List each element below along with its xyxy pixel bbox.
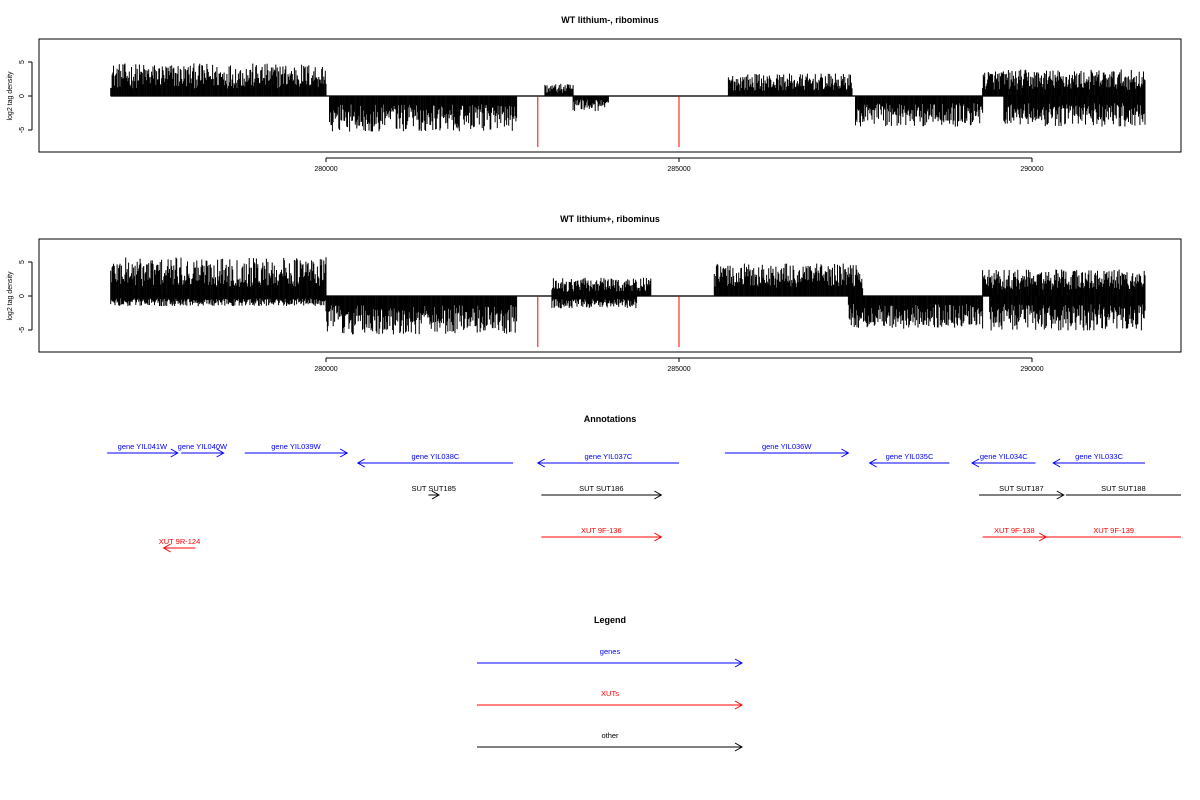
arrow-head (1056, 490, 1065, 500)
legend-entries: genes XUTs other (477, 647, 744, 752)
x-axis: 280000 285000 290000 (314, 157, 1044, 173)
arrow-head (970, 458, 980, 468)
x-axis: 280000 285000 290000 (314, 357, 1044, 373)
y-axis-label: log2 tag density (7, 71, 14, 121)
panel-title: WT lithium-, ribominus (561, 15, 659, 25)
plot-frame (38, 38, 1182, 153)
y-tick-label: 5 (19, 260, 26, 264)
y-axis: 5 0 -5 (19, 260, 33, 333)
annotations-panel: Annotations gene YIL041W gene YIL040W gene… (107, 414, 1181, 553)
legend-label: other (601, 731, 619, 740)
arrow-head (536, 458, 546, 468)
y-tick-label: -5 (19, 127, 26, 133)
legend-arrow-head (734, 700, 744, 710)
feature-label: gene YIL034C (980, 452, 1028, 461)
feature-label: gene YIL037C (584, 452, 632, 461)
x-tick-label: 280000 (314, 366, 337, 373)
track-panel-lithium-minus: WT lithium-, ribominus log2 tag density … (7, 15, 1182, 173)
feature-label: gene YIL041W (118, 442, 168, 451)
y-axis: 5 0 -5 (19, 60, 33, 133)
x-tick-label: 290000 (1020, 366, 1043, 373)
track-panel-lithium-plus: WT lithium+, ribominus log2 tag density … (7, 214, 1182, 373)
y-tick-label: 5 (19, 60, 26, 64)
panel-title: WT lithium+, ribominus (560, 214, 660, 224)
legend-title: Legend (594, 615, 626, 625)
feature-label: gene YIL033C (1075, 452, 1123, 461)
y-axis-label: log2 tag density (7, 271, 14, 321)
feature-label: gene YIL040W (178, 442, 228, 451)
y-tick-label: -5 (19, 327, 26, 333)
arrow-head (431, 490, 440, 500)
feature-label: gene YIL038C (411, 452, 459, 461)
feature-label: gene YIL039W (271, 442, 321, 451)
x-tick-label: 290000 (1020, 166, 1043, 173)
arrow-head (216, 448, 225, 458)
arrow-head (654, 532, 663, 542)
x-tick-label: 285000 (667, 366, 690, 373)
feature-label: XUT 9R-124 (159, 537, 201, 546)
feature-label: gene YIL036W (762, 442, 812, 451)
arrow-head (339, 448, 349, 458)
arrow-head (162, 543, 171, 553)
annotation-features: gene YIL041W gene YIL040W gene YIL039W gene… (107, 442, 1181, 553)
arrow-head (841, 448, 850, 458)
y-tick-label: 0 (19, 94, 26, 98)
coverage-bars (110, 257, 1146, 347)
annotations-title: Annotations (584, 414, 637, 424)
feature-label: SUT SUT187 (999, 484, 1043, 493)
legend-arrow-head (734, 658, 744, 668)
legend-arrow-head (734, 742, 744, 752)
feature-label: XUT 9F-139 (1093, 526, 1134, 535)
feature-label: SUT SUT186 (579, 484, 623, 493)
legend-label: genes (600, 647, 621, 656)
feature-label: XUT 9F-136 (581, 526, 622, 535)
feature-label: gene YIL035C (886, 452, 934, 461)
coverage-bars (110, 63, 1146, 147)
x-tick-label: 280000 (314, 166, 337, 173)
legend-label: XUTs (601, 689, 619, 698)
plot-frame (38, 238, 1182, 353)
feature-label: SUT SUT188 (1101, 484, 1145, 493)
y-tick-label: 0 (19, 294, 26, 298)
arrow-head (1052, 458, 1061, 468)
legend-panel: Legend genes XUTs other (477, 615, 744, 752)
arrow-head (356, 458, 366, 468)
feature-label: SUT SUT185 (411, 484, 455, 493)
feature-label: XUT 9F-138 (994, 526, 1035, 535)
arrow-head (868, 458, 877, 468)
arrow-head (170, 448, 179, 458)
x-tick-label: 285000 (667, 166, 690, 173)
arrow-head (654, 490, 663, 500)
